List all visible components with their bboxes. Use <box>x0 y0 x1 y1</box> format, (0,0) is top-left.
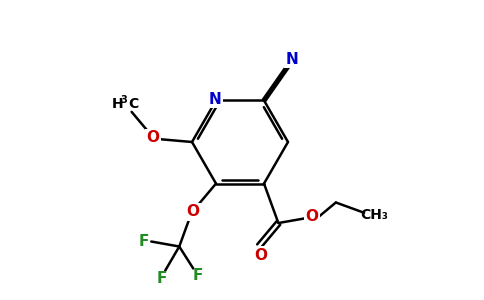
Text: O: O <box>186 204 199 219</box>
Text: 3: 3 <box>120 95 127 105</box>
Text: O: O <box>255 248 268 262</box>
Text: O: O <box>305 209 318 224</box>
Text: CH₃: CH₃ <box>360 208 388 222</box>
Text: C: C <box>129 97 139 111</box>
Text: F: F <box>193 268 203 283</box>
Text: F: F <box>157 271 167 286</box>
Text: N: N <box>209 92 221 107</box>
Text: H: H <box>112 97 123 111</box>
Text: N: N <box>286 52 299 67</box>
Text: F: F <box>139 234 150 249</box>
Text: O: O <box>147 130 160 145</box>
